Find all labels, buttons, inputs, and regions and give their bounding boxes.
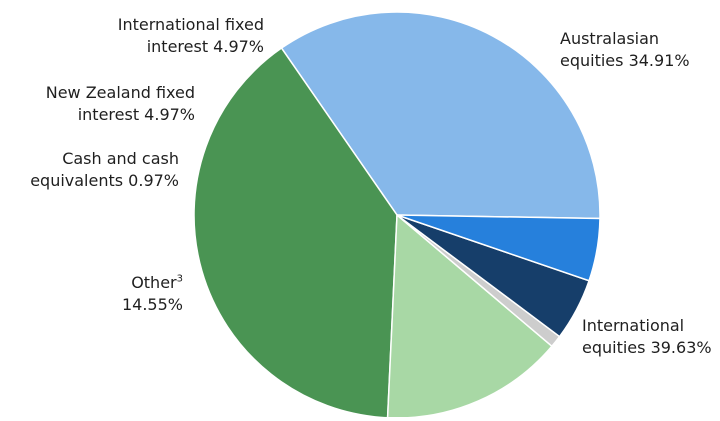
label-international-fixed-interest: International fixed interest 4.97% xyxy=(117,15,264,56)
label-international-equities: International equities 39.63% xyxy=(582,316,712,357)
label-cash-and-cash-equivalents: Cash and cash equivalents 0.97% xyxy=(30,149,179,190)
label-other: Other3 14.55% xyxy=(121,273,183,314)
label-new-zealand-fixed-interest: New Zealand fixed interest 4.97% xyxy=(45,83,195,124)
footnote-marker: 3 xyxy=(176,273,183,285)
label-australasian-equities: Australasian equities 34.91% xyxy=(560,29,690,70)
pie-slice-intl_equities xyxy=(193,47,398,419)
pie-slice-intl_fixed xyxy=(396,214,601,282)
pie-slice-australasian xyxy=(280,11,601,220)
